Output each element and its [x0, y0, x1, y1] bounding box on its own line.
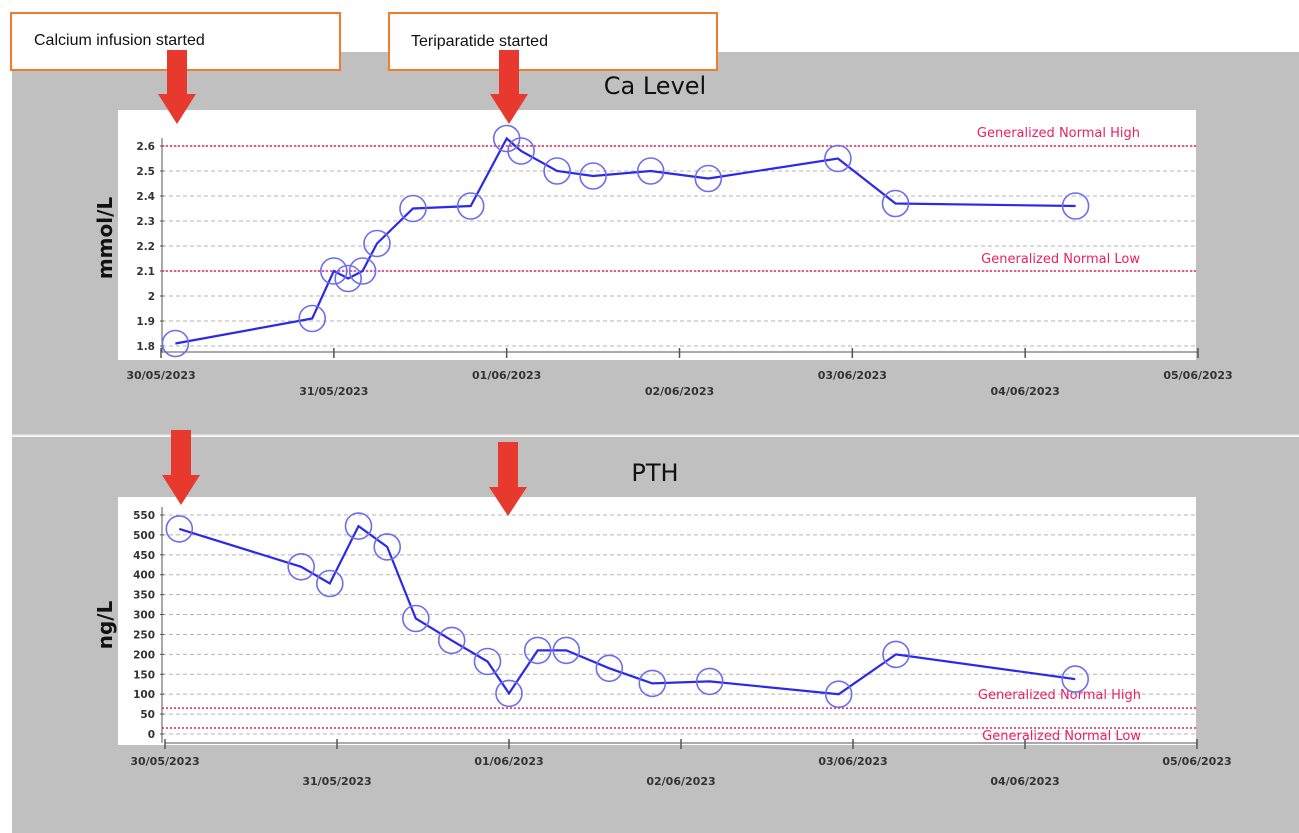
ca-y-tick-label: 2.6	[136, 141, 155, 153]
ca-x-tick-label: 30/05/2023	[126, 369, 195, 382]
ca-data-point	[348, 257, 377, 285]
pth-y-tick-label: 450	[133, 550, 155, 562]
pth-data-point	[882, 640, 910, 669]
pth-reference-lines: Generalized Normal High Generalized Norma…	[162, 688, 1196, 744]
pth-series	[165, 512, 1089, 709]
pth-data-point	[401, 604, 430, 633]
ca-data-point	[636, 157, 665, 185]
pth-y-tick-label: 250	[133, 629, 155, 641]
ca-data-point	[161, 329, 190, 358]
pth-data-point	[824, 680, 853, 709]
pth-x-tick-label: 30/05/2023	[130, 755, 199, 768]
pth-data-point	[373, 533, 402, 561]
ca-y-tick-label: 2.3	[136, 216, 155, 228]
pth-x-tick-label: 03/06/2023	[818, 755, 887, 768]
pth-series-line	[178, 524, 1076, 696]
pth-data-point	[595, 654, 624, 683]
ca-reference-label: Generalized Normal High	[977, 126, 1140, 141]
pth-data-point	[695, 667, 724, 696]
pth-y-tick-label: 100	[133, 689, 155, 701]
pth-data-point	[523, 636, 552, 665]
pth-data-point	[473, 647, 502, 676]
ca-teriparatide-arrow	[490, 50, 528, 124]
pth-y-axis-label: ng/L	[93, 600, 117, 649]
pth-teriparatide-arrow	[489, 442, 527, 516]
pth-data-point	[437, 626, 466, 655]
ca-x-tick-label: 04/06/2023	[991, 385, 1060, 398]
pth-data-point	[638, 669, 667, 698]
pth-data-point	[1061, 665, 1089, 693]
ca-data-point	[579, 162, 607, 190]
pth-data-point	[552, 636, 581, 665]
pth-data-point	[315, 569, 344, 598]
ca-x-tick-label: 03/06/2023	[818, 369, 887, 382]
pth-axes: 0 50 100 150 200 250 300 350 400 450 500 550 30/05/2…	[130, 507, 1232, 788]
ca-y-tick-label: 2.5	[136, 166, 155, 178]
ca-plot-area	[118, 110, 1196, 360]
ca-series	[161, 124, 1090, 358]
pth-y-tick-label: 500	[133, 530, 155, 542]
pth-x-tick-label: 02/06/2023	[646, 775, 715, 788]
pth-x-tick-label: 05/06/2023	[1162, 755, 1231, 768]
ca-data-point	[881, 189, 910, 218]
ca-y-tick-label: 2	[148, 291, 155, 303]
pth-y-tick-label: 550	[133, 510, 155, 522]
pth-x-tick-label: 04/06/2023	[990, 775, 1059, 788]
pth-reference-label: Generalized Normal High	[978, 688, 1141, 703]
pth-x-tick-label: 01/06/2023	[474, 755, 543, 768]
ca-data-point	[334, 264, 363, 293]
teriparatide-callout	[388, 12, 718, 71]
pth-y-tick-label: 350	[133, 590, 155, 602]
ca-series-line	[175, 136, 1076, 345]
ca-x-tick-label: 02/06/2023	[645, 385, 714, 398]
ca-axes: 1.8 1.9 2 2.1 2.2 2.3 2.4 2.5 2.6 30/05/2023 31/05…	[126, 138, 1233, 398]
calcium-infusion-callout-label: Calcium infusion started	[34, 32, 205, 49]
pth-chart-title: PTH	[631, 459, 678, 487]
teriparatide-callout-label: Teriparatide started	[411, 33, 548, 50]
pth-y-tick-label: 300	[133, 610, 155, 622]
ca-x-tick-label: 31/05/2023	[299, 385, 368, 398]
pth-data-point	[344, 512, 373, 540]
ca-reference-label: Generalized Normal Low	[981, 252, 1140, 267]
ca-y-tick-label: 2.4	[136, 191, 155, 203]
ca-y-tick-label: 1.8	[136, 341, 155, 353]
pth-y-tick-label: 50	[140, 709, 155, 721]
ca-y-tick-label: 1.9	[136, 316, 155, 328]
ca-data-point	[694, 164, 723, 193]
ca-x-tick-label: 01/06/2023	[472, 369, 541, 382]
pth-data-point	[495, 679, 523, 708]
ca-y-tick-label: 2.1	[136, 266, 155, 278]
ca-x-tick-label: 05/06/2023	[1163, 369, 1232, 382]
ca-data-point	[824, 144, 852, 173]
pth-reference-label: Generalized Normal Low	[982, 729, 1141, 744]
pth-calcium-arrow	[162, 430, 200, 505]
ca-y-axis-label: mmol/L	[93, 197, 117, 280]
ca-data-point	[507, 137, 535, 165]
ca-data-point	[298, 304, 327, 333]
pth-gridlines	[162, 514, 1196, 735]
ca-data-point	[399, 194, 427, 223]
ca-calcium-arrow	[158, 50, 196, 124]
pth-y-tick-label: 400	[133, 570, 155, 582]
ca-data-point	[363, 229, 391, 258]
pth-x-tick-label: 31/05/2023	[302, 775, 371, 788]
ca-data-point	[543, 157, 571, 185]
ca-data-point	[456, 192, 485, 220]
ca-y-tick-label: 2.2	[136, 241, 155, 253]
pth-y-tick-label: 0	[148, 729, 155, 741]
pth-data-point	[165, 515, 194, 543]
ca-data-point	[1061, 192, 1090, 220]
pth-y-tick-label: 150	[133, 669, 155, 681]
pth-plot-area	[118, 497, 1196, 745]
pth-data-point	[287, 552, 316, 581]
ca-data-point	[319, 257, 348, 285]
pth-y-tick-label: 200	[133, 649, 155, 661]
ca-chart-title: Ca Level	[604, 72, 706, 100]
